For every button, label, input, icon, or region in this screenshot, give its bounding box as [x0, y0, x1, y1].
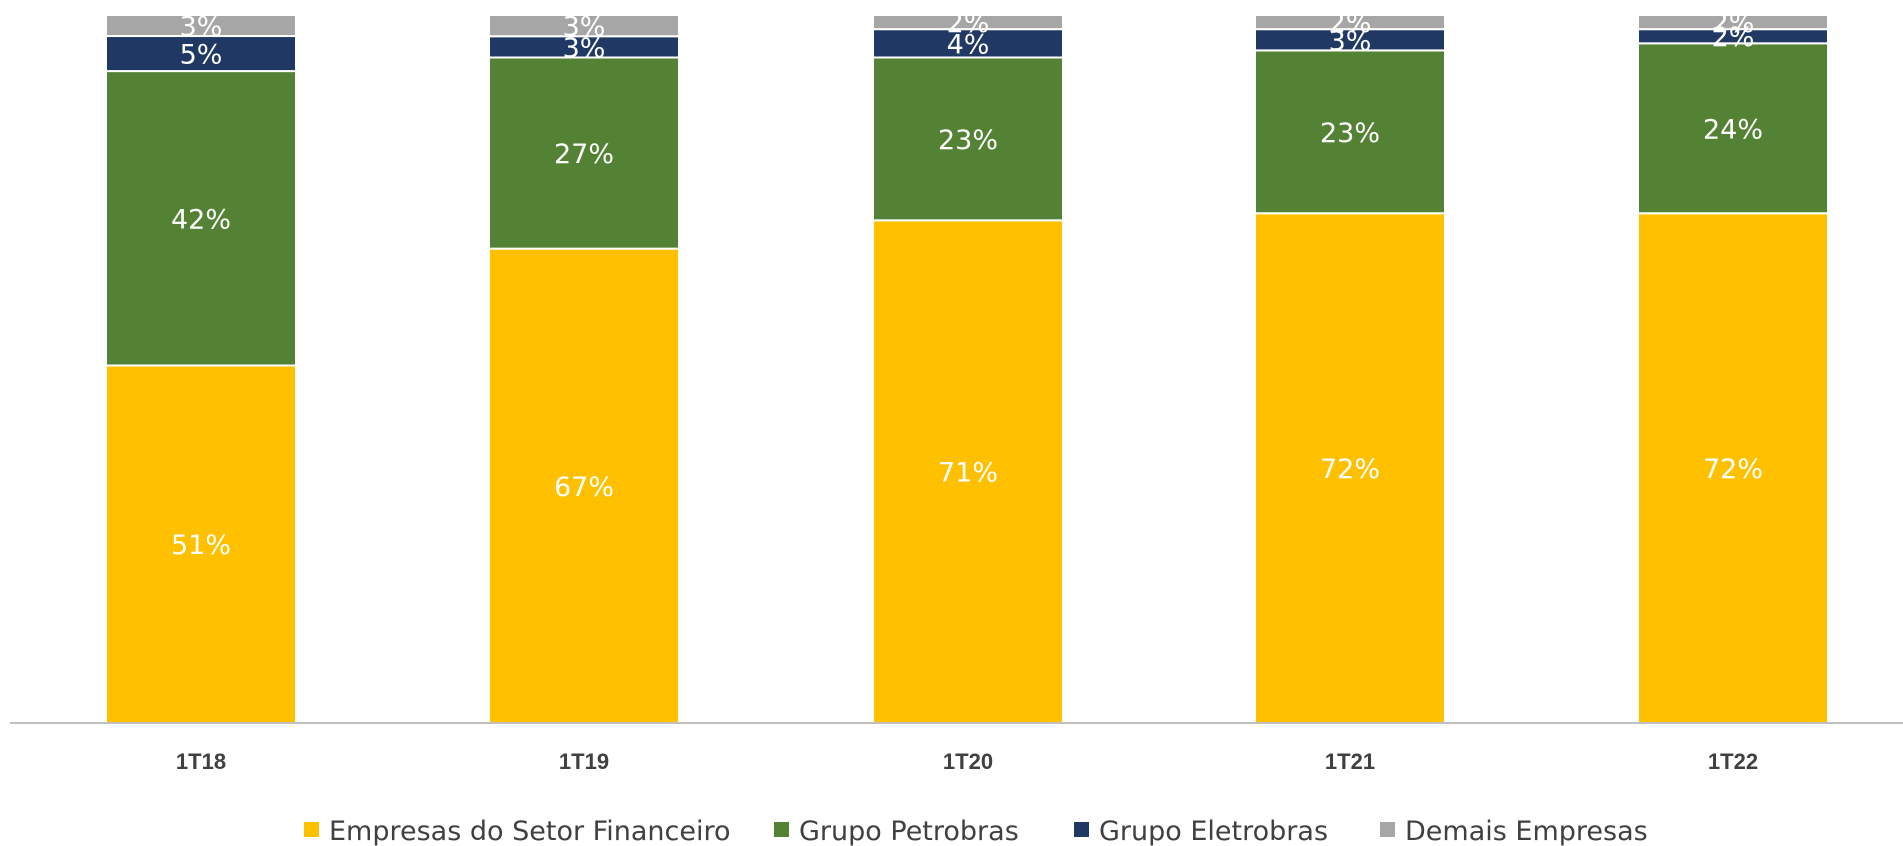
- data-label: 72%: [1703, 454, 1763, 485]
- data-label: 42%: [171, 204, 231, 235]
- bar-segment: [105, 70, 297, 367]
- x-tick-labels: 1T18 1T19 1T20 1T21 1T22: [176, 749, 1758, 774]
- data-label: 51%: [171, 530, 231, 561]
- bar-segment: [1254, 49, 1446, 215]
- x-tick-label: 1T22: [1708, 749, 1758, 774]
- data-label: 4%: [947, 29, 990, 60]
- legend-label: Demais Empresas: [1405, 816, 1648, 846]
- data-label: 23%: [938, 125, 998, 156]
- data-label: 2%: [1329, 8, 1372, 39]
- data-label: 23%: [1320, 118, 1380, 149]
- bar-segment: [1637, 42, 1829, 215]
- x-tick-label: 1T21: [1325, 749, 1375, 774]
- bar-segment: [105, 364, 297, 724]
- legend-label: Grupo Eletrobras: [1099, 816, 1328, 846]
- data-label: 67%: [554, 472, 614, 503]
- data-labels-layer: 51%42%5%3%67%27%3%3%71%23%4%2%72%23%3%2%…: [171, 8, 1763, 561]
- bar-segment: [1637, 212, 1829, 725]
- legend-swatch: [1380, 822, 1395, 837]
- data-label: 24%: [1703, 114, 1763, 145]
- bar-segment: [488, 14, 680, 38]
- data-label: 3%: [180, 12, 223, 43]
- bar-segment: [872, 14, 1064, 31]
- bar-segment: [488, 56, 680, 250]
- bar-segment: [1254, 14, 1446, 31]
- bar-segment: [1637, 14, 1829, 31]
- bar-segment: [105, 14, 297, 38]
- data-label: 2%: [947, 8, 990, 39]
- x-tick-label: 1T18: [176, 749, 226, 774]
- data-label: 3%: [563, 12, 606, 43]
- data-label: 2%: [1712, 22, 1755, 53]
- legend-label: Grupo Petrobras: [799, 816, 1019, 846]
- legend: Empresas do Setor Financeiro Grupo Petrob…: [304, 816, 1648, 846]
- legend-swatch: [1074, 822, 1089, 837]
- bar-segment: [872, 219, 1064, 724]
- bar-segment: [488, 247, 680, 724]
- legend-swatch: [774, 822, 789, 837]
- data-label: 2%: [1712, 8, 1755, 39]
- data-label: 5%: [180, 40, 223, 71]
- data-label: 3%: [563, 33, 606, 64]
- bar-segment: [872, 28, 1064, 59]
- legend-label: Empresas do Setor Financeiro: [329, 816, 730, 846]
- x-tick-label: 1T19: [559, 749, 609, 774]
- data-label: 71%: [938, 458, 998, 489]
- data-label: 3%: [1329, 26, 1372, 57]
- bars-layer: [105, 14, 1829, 725]
- data-label: 72%: [1320, 454, 1380, 485]
- x-tick-label: 1T20: [943, 749, 993, 774]
- data-label: 27%: [554, 139, 614, 170]
- legend-swatch: [304, 822, 319, 837]
